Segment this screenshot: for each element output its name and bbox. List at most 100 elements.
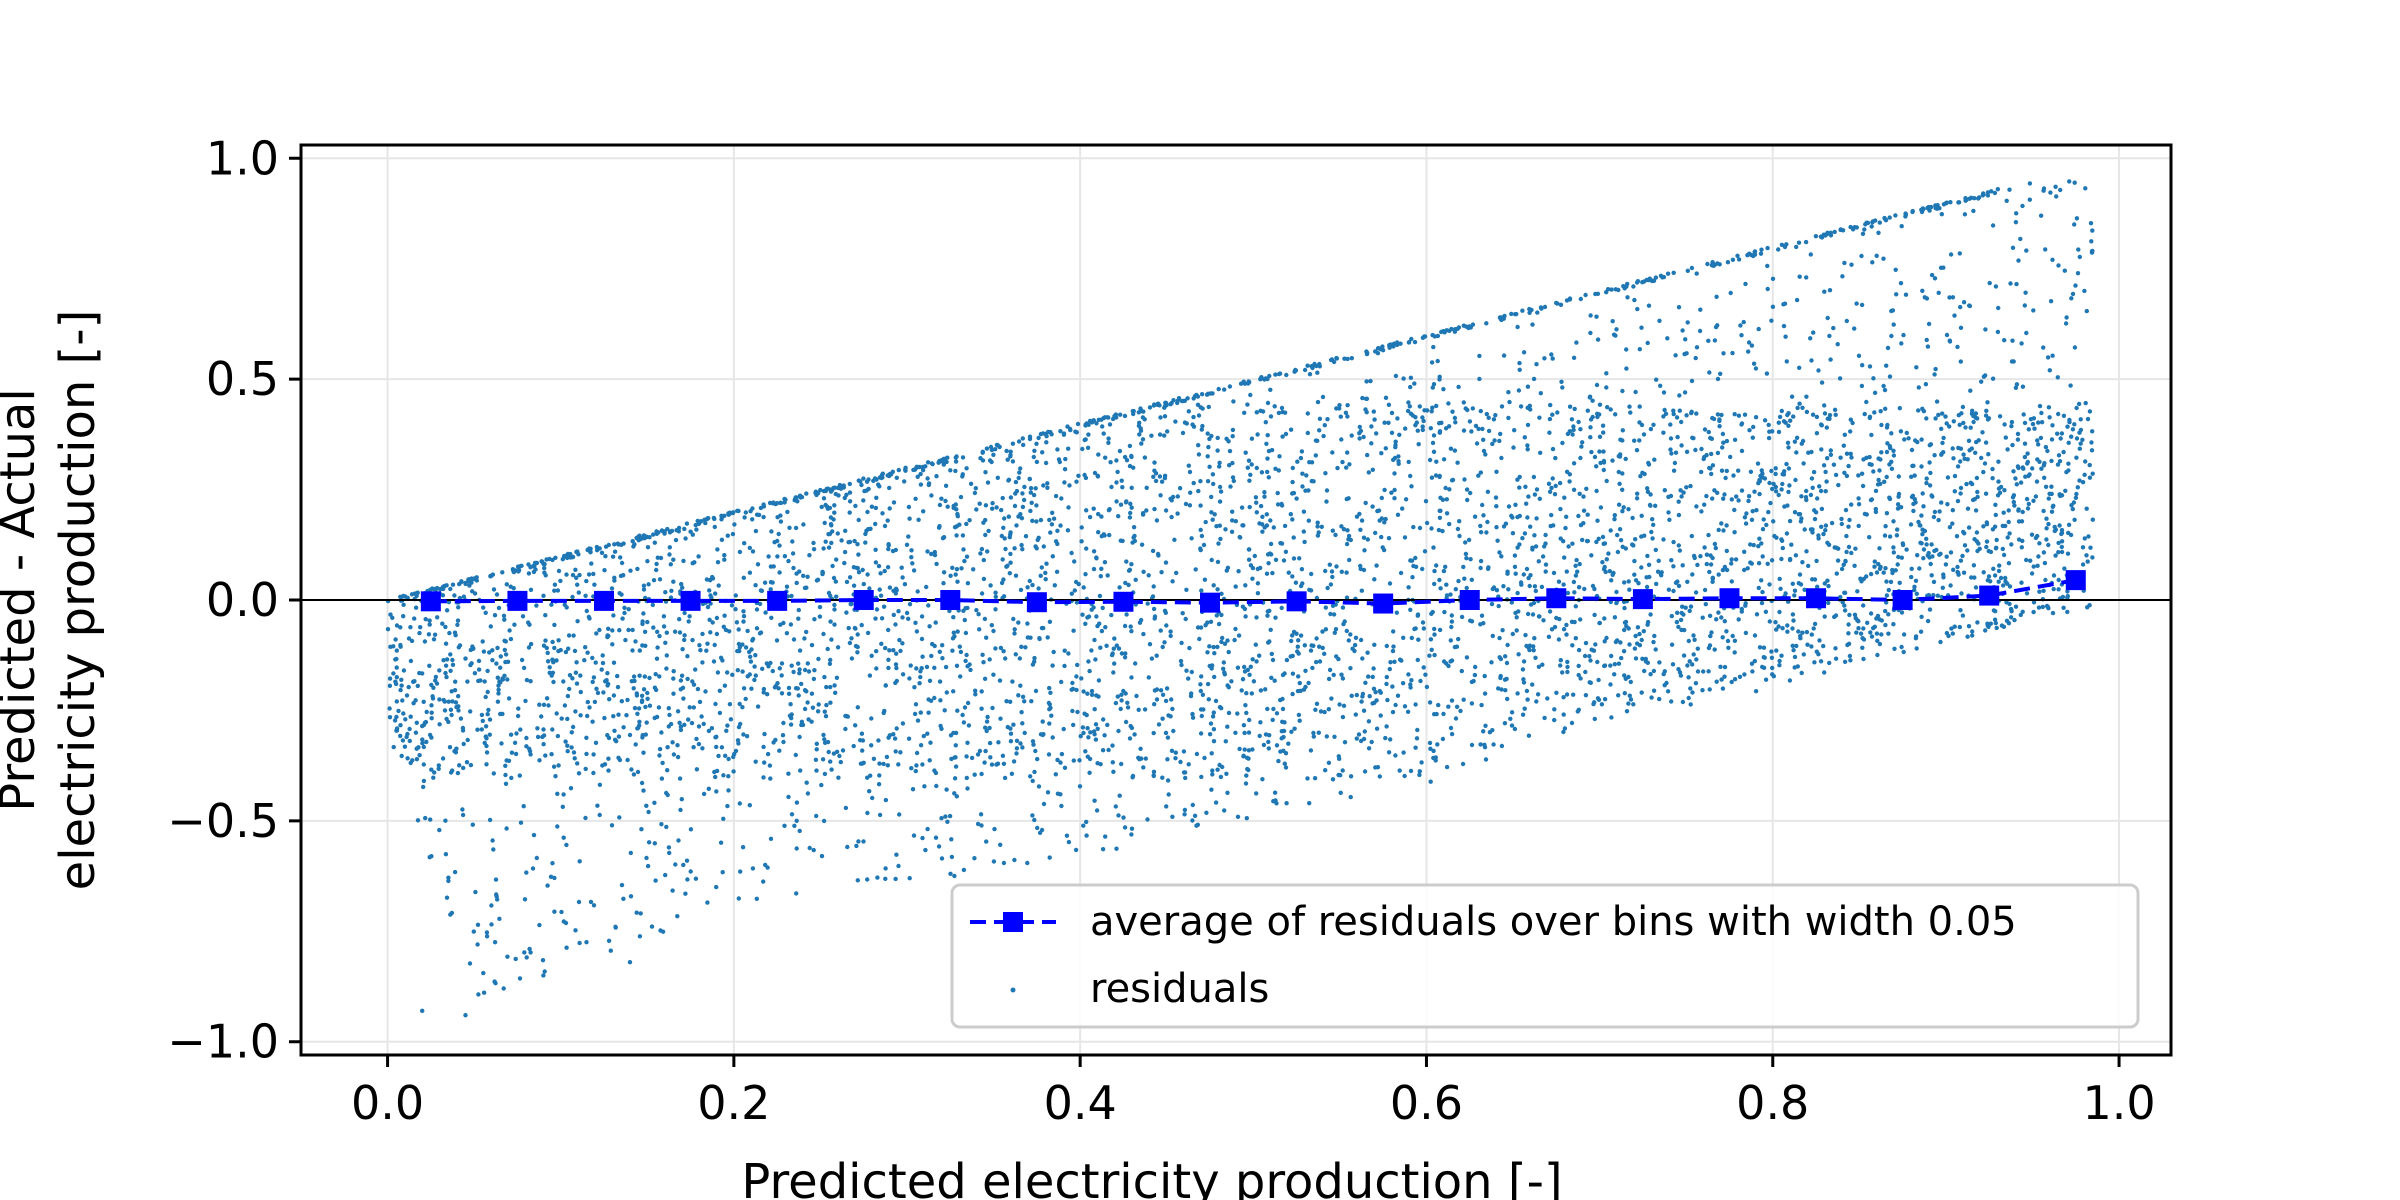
residual-point — [847, 490, 853, 495]
residual-point — [693, 667, 698, 672]
residual-point — [1656, 558, 1661, 563]
residual-point — [1392, 471, 1397, 476]
residual-point — [1559, 379, 1564, 384]
residual-point — [1171, 728, 1176, 734]
residual-point — [618, 555, 623, 560]
residual-point — [1790, 626, 1795, 631]
residual-point — [2065, 595, 2070, 600]
residual-point — [1712, 488, 1717, 493]
residual-point — [1420, 566, 1425, 572]
residual-point — [1921, 504, 1926, 509]
residual-point — [975, 752, 981, 757]
residual-point — [1485, 489, 1491, 494]
residual-point — [1062, 648, 1067, 653]
residual-point — [1349, 693, 1354, 698]
residual-point — [1200, 692, 1206, 697]
residual-point — [865, 509, 870, 515]
residual-point — [706, 786, 711, 791]
residual-point — [1184, 668, 1189, 673]
residual-point — [1437, 515, 1443, 520]
residual-point — [826, 749, 831, 755]
residual-point — [1301, 509, 1307, 514]
residual-point — [667, 552, 672, 557]
residual-point — [2037, 541, 2042, 546]
residual-point — [2035, 563, 2040, 568]
residual-point — [563, 920, 569, 926]
residual-point — [2006, 621, 2012, 626]
residual-point — [1429, 647, 1434, 652]
residual-point — [1028, 490, 1034, 495]
residual-point — [612, 737, 618, 742]
residual-point — [432, 632, 438, 637]
residual-point — [1179, 662, 1184, 668]
residual-point — [597, 627, 602, 633]
residual-point — [1622, 580, 1627, 585]
residual-point — [831, 751, 837, 756]
residual-point — [742, 541, 747, 546]
residual-point — [1924, 542, 1929, 547]
residual-point — [1310, 665, 1315, 671]
residual-point — [644, 803, 649, 808]
residual-point — [1406, 585, 1411, 590]
residual-point — [925, 826, 930, 832]
residual-point — [1291, 556, 1297, 561]
residual-point — [876, 563, 882, 569]
residual-point — [1107, 532, 1112, 538]
residual-point — [1348, 794, 1353, 800]
residual-point — [1919, 614, 1924, 619]
residual-point — [1181, 749, 1187, 754]
residual-point — [955, 514, 960, 519]
residual-point — [984, 719, 990, 724]
residual-point — [801, 573, 806, 578]
residual-point — [2031, 564, 2036, 569]
residual-point — [1759, 578, 1764, 583]
residual-point — [1538, 391, 1544, 396]
residual-point — [1231, 478, 1237, 484]
residual-point — [1058, 523, 1063, 528]
residual-point — [861, 839, 866, 844]
residual-point — [1943, 414, 1948, 419]
residual-point — [718, 840, 724, 845]
residual-point — [793, 752, 798, 758]
residual-point — [1779, 487, 1784, 492]
residual-point — [910, 561, 915, 566]
residual-point — [574, 660, 579, 665]
residual-point — [1561, 627, 1567, 632]
residual-point — [1461, 697, 1466, 702]
residual-point — [1465, 407, 1470, 413]
residual-point — [1482, 745, 1488, 750]
residual-point — [584, 608, 589, 614]
residual-point — [1225, 790, 1230, 795]
residual-point — [1949, 626, 1954, 631]
residual-point — [1991, 608, 1997, 613]
residual-point — [837, 753, 842, 759]
residual-point — [413, 605, 419, 610]
residual-point — [972, 856, 977, 861]
residual-point — [1224, 771, 1229, 776]
residual-point — [1344, 628, 1350, 634]
residual-point — [1415, 657, 1421, 663]
residual-point — [1468, 490, 1473, 496]
residual-point — [1992, 524, 1998, 529]
residual-point — [865, 572, 870, 577]
residual-point — [617, 757, 623, 763]
residual-point — [1985, 400, 1990, 405]
residual-point — [524, 735, 529, 741]
residual-point — [591, 770, 596, 776]
residual-point — [1932, 453, 1937, 458]
residual-point — [1844, 549, 1849, 555]
residual-point — [1315, 370, 1320, 375]
residual-point — [1225, 724, 1230, 729]
residual-point — [894, 588, 899, 593]
residual-point — [1268, 414, 1274, 419]
residual-point — [963, 630, 969, 636]
residual-point — [952, 776, 958, 781]
residual-point — [1179, 640, 1184, 646]
residual-point — [685, 877, 690, 882]
residual-point — [1215, 767, 1220, 772]
residual-point — [2074, 405, 2079, 411]
residual-point — [1369, 441, 1374, 446]
residual-point — [399, 683, 404, 688]
residual-point — [1461, 564, 1466, 570]
residual-point — [705, 641, 710, 646]
